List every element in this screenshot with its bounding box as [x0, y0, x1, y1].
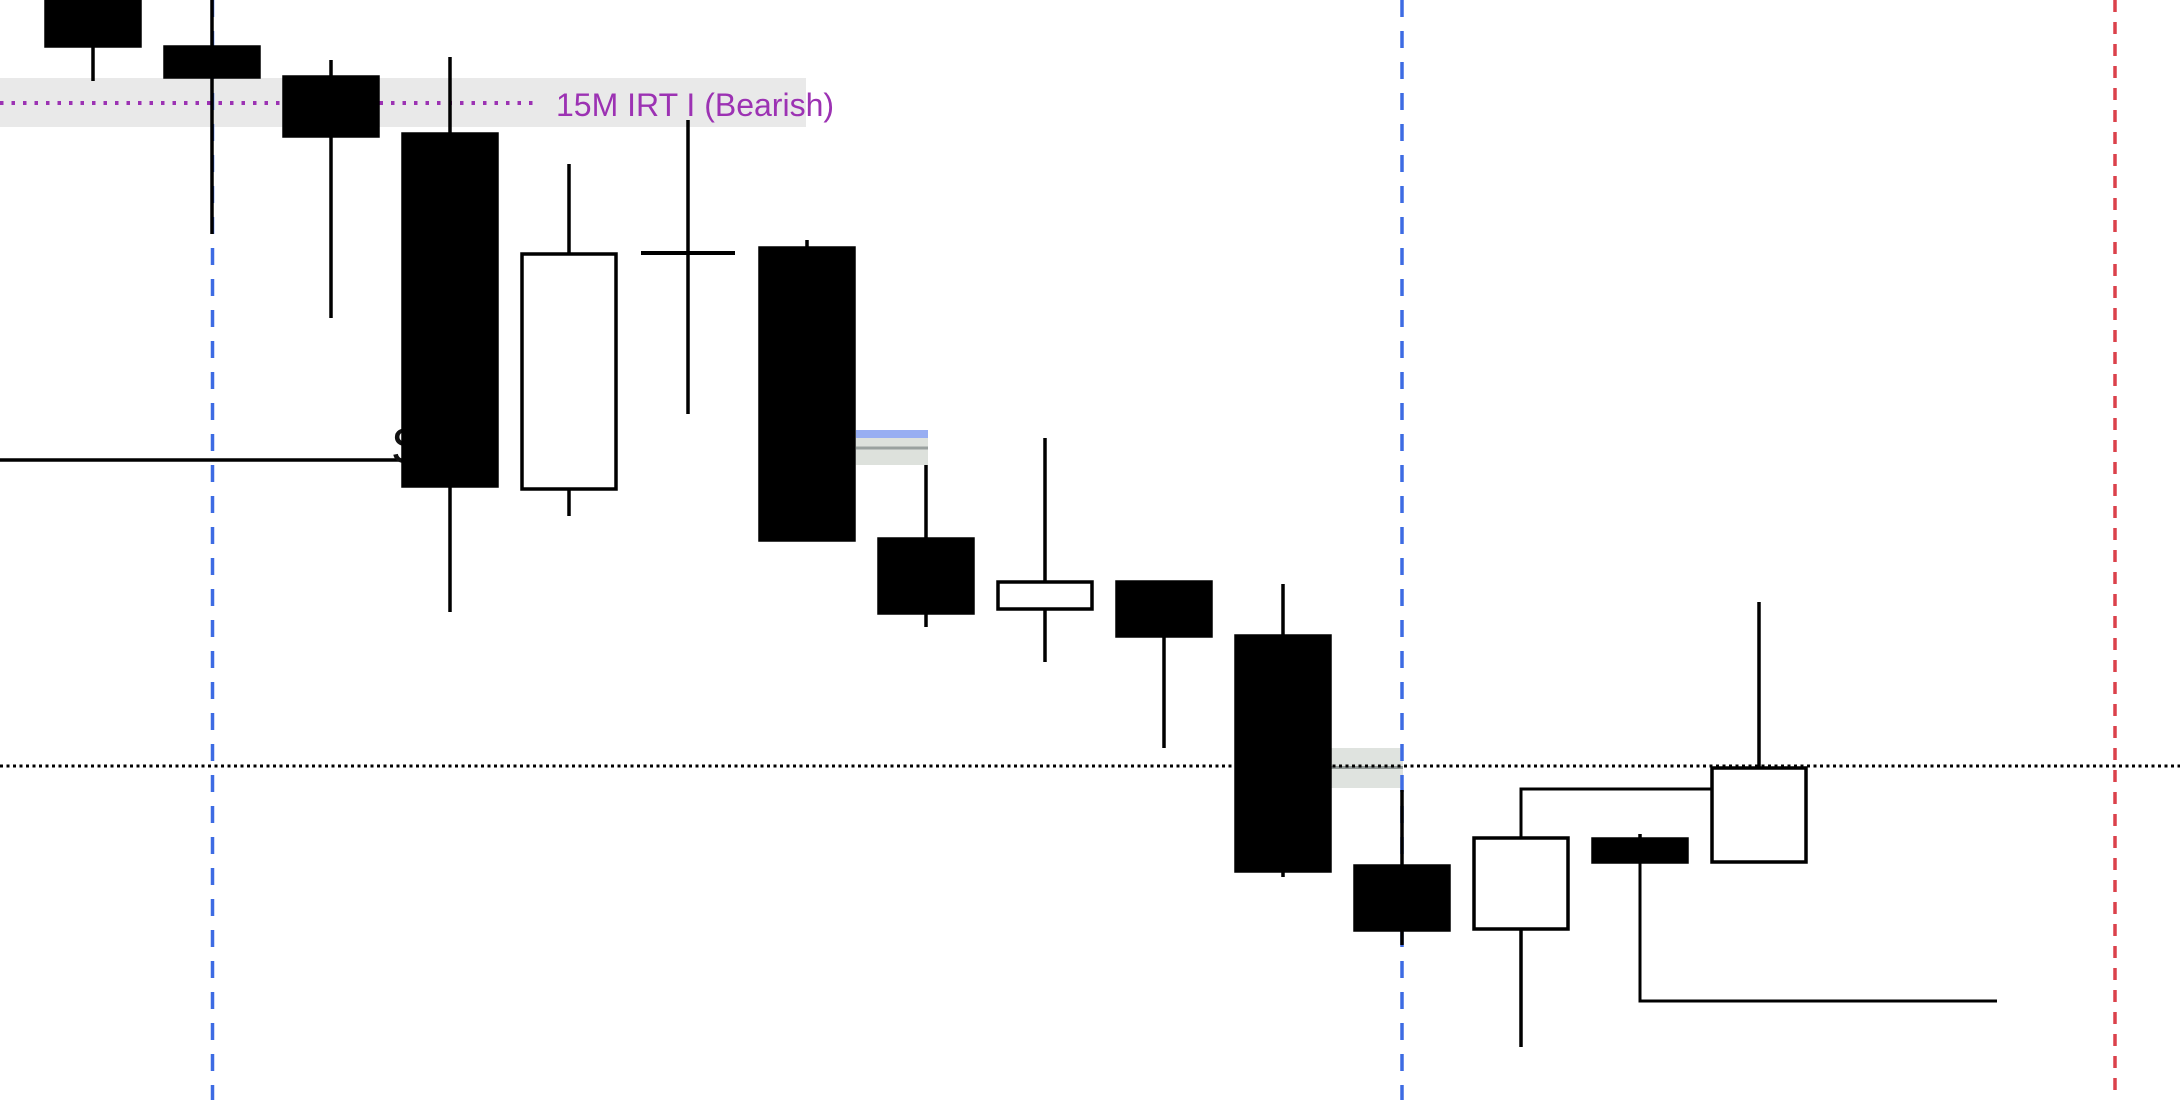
labels-layer: 15M IRT I (Bearish) — [556, 87, 834, 123]
candle-1-bearish — [44, 0, 142, 81]
candle-body — [1591, 837, 1689, 864]
candle-body — [996, 580, 1094, 611]
candle-body — [1234, 634, 1332, 873]
candle-body — [401, 132, 499, 488]
candle-13-bullish — [1472, 836, 1570, 1047]
candle-body — [1115, 580, 1213, 638]
candle-body — [1353, 864, 1451, 932]
candle-9-bullish — [996, 438, 1094, 662]
orderblock-blue-strip[interactable] — [856, 430, 928, 438]
candle-body — [1472, 836, 1570, 931]
candle-5-bullish — [520, 164, 618, 516]
structure-step-line-upper[interactable] — [1519, 787, 1713, 838]
candle-body — [44, 0, 142, 48]
candle-2-bearish — [163, 0, 261, 234]
candle-12-bearish — [1353, 790, 1451, 945]
candle-body — [282, 75, 380, 138]
candle-3-bearish — [282, 60, 380, 318]
candle-6-doji — [641, 120, 735, 414]
candle-body — [758, 246, 856, 542]
orderblock-gray-zone[interactable] — [856, 438, 928, 465]
candle-8-bearish — [877, 465, 975, 627]
candle-14-bearish — [1591, 834, 1689, 864]
candle-body — [163, 45, 261, 79]
candle-body — [1710, 766, 1808, 864]
candle-body — [520, 252, 618, 491]
drawings-layer — [1519, 787, 1997, 1003]
candle-body — [877, 537, 975, 615]
candle-15-bullish — [1710, 602, 1808, 864]
candles-layer — [44, 0, 1808, 1047]
structure-step-line-lower[interactable] — [1638, 862, 1997, 1003]
candle-7-bearish — [758, 240, 856, 542]
candle-10-bearish — [1115, 580, 1213, 748]
trend-line-label[interactable]: 15M IRT I (Bearish) — [556, 87, 834, 123]
candle-11-bearish — [1234, 584, 1332, 877]
candle-4-bearish — [401, 57, 499, 612]
